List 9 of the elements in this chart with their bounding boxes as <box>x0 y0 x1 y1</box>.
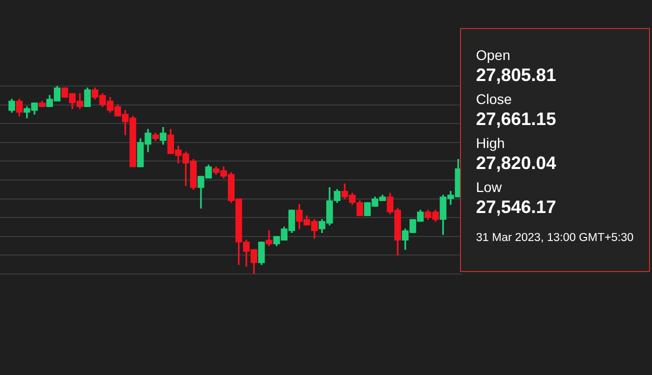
text: Low <box>476 179 503 196</box>
text: High <box>476 135 506 152</box>
text: 27,546.17 <box>476 196 558 218</box>
text: 31 Mar 2023, 13:00 GMT+5:30 <box>476 232 635 244</box>
text: 27,805.81 <box>476 64 558 86</box>
text: Close <box>476 91 513 108</box>
text: Open <box>476 47 512 64</box>
text: 27,820.04 <box>476 152 558 174</box>
text: 27,661.15 <box>476 108 558 130</box>
